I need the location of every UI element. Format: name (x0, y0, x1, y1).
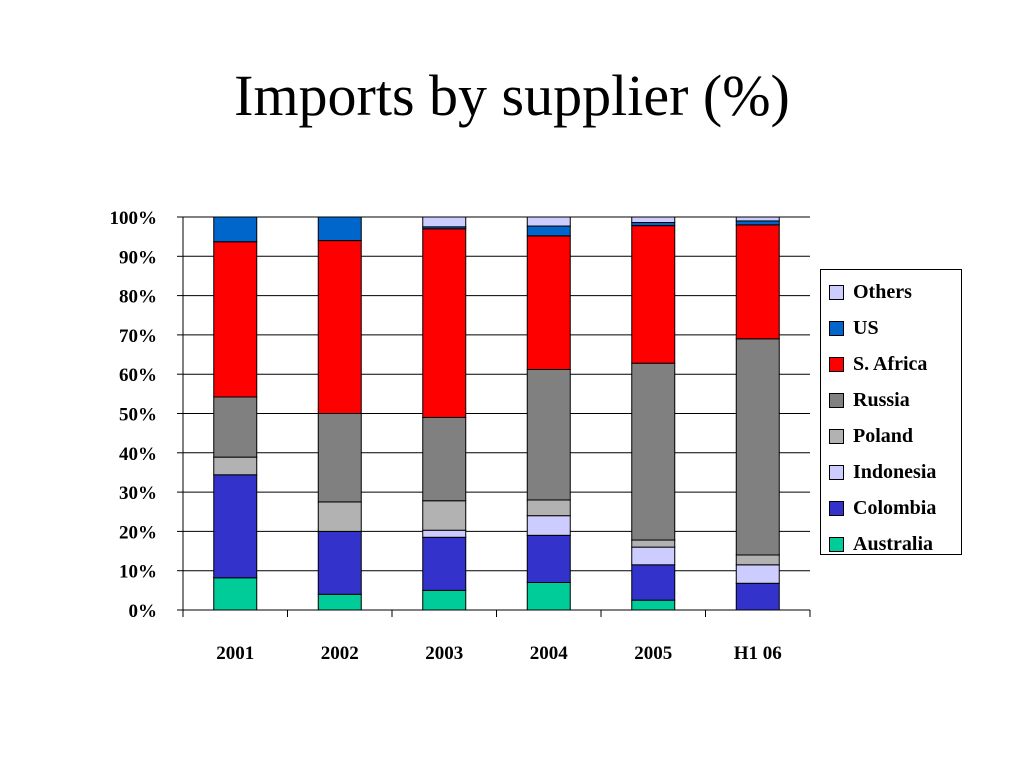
y-tick-label: 50% (119, 405, 157, 426)
bar-segment (422, 416, 467, 502)
legend-swatch (829, 536, 844, 552)
legend-item: Colombia (829, 496, 936, 520)
bar-segment (526, 368, 571, 501)
bar-segment (631, 539, 676, 548)
bar-segment (631, 225, 676, 364)
legend-item: Australia (829, 532, 933, 556)
bar-segment (631, 546, 676, 566)
bar-segment (213, 241, 258, 398)
bar-segment (422, 216, 467, 228)
legend-label: S. Africa (853, 352, 928, 375)
chart-legend: Others US S. Africa Russia Poland Indonesia Co… (820, 269, 962, 555)
y-tick-label: 90% (119, 247, 157, 268)
bar-segment (735, 582, 780, 611)
bar-segment (735, 216, 780, 222)
bar-segment (213, 577, 258, 611)
legend-label: Indonesia (853, 460, 937, 483)
x-tick-label: 2005 (634, 643, 672, 664)
bar-segment (422, 529, 467, 538)
bar-segment (526, 581, 571, 611)
x-tick-label: 2002 (321, 643, 359, 664)
y-tick-label: 10% (119, 562, 157, 583)
bar-segment (735, 554, 780, 566)
bar-segment (631, 216, 676, 224)
bar-segment (317, 240, 362, 414)
y-tick-label: 30% (119, 483, 157, 504)
y-tick-label: 0% (129, 601, 158, 622)
bar-segment (735, 224, 780, 340)
legend-item: Russia (829, 388, 910, 412)
bar-segment (422, 500, 467, 531)
legend-item: US (829, 316, 879, 340)
x-tick-label: 2004 (530, 643, 569, 664)
bar-segment (213, 474, 258, 579)
bar-segment (422, 228, 467, 418)
bar-segment (526, 216, 571, 227)
bar-segment (526, 225, 571, 237)
legend-label: US (853, 316, 879, 339)
y-tick-label: 40% (119, 444, 157, 465)
y-tick-label: 20% (119, 522, 157, 543)
legend-swatch (829, 464, 844, 480)
tick-labels: 0% 10% 20% 30% 40% 50% 60% 70% 80% 90% 100% 2001 200… (110, 208, 782, 664)
legend-item: Others (829, 280, 912, 304)
slide-title: Imports by supplier (%) (234, 63, 790, 128)
bar-segment (422, 589, 467, 611)
bar-segment (735, 220, 780, 226)
legend-item: S. Africa (829, 352, 927, 376)
legend-label: Russia (853, 388, 910, 411)
gridlines (183, 216, 810, 572)
bar-segment (526, 534, 571, 583)
bar-segment (422, 536, 467, 591)
bar-segment (526, 515, 571, 536)
y-tick-label: 80% (119, 287, 157, 308)
axes (177, 216, 811, 617)
legend-label: Poland (853, 424, 914, 447)
legend-item: Indonesia (829, 460, 936, 484)
bar-segment (631, 599, 676, 611)
bar-segment (526, 235, 571, 370)
legend-swatch (829, 284, 844, 300)
bar-segment (317, 413, 362, 503)
bar-segment (317, 530, 362, 595)
bars (213, 216, 780, 611)
y-tick-label: 60% (119, 365, 157, 386)
legend-label: Others (853, 280, 912, 303)
bar-segment (317, 593, 362, 611)
bar-segment (631, 564, 676, 601)
bar-segment (317, 216, 362, 242)
bar-segment (213, 216, 258, 243)
bar-segment (213, 396, 258, 458)
legend-swatch (829, 392, 844, 408)
bar-segment (631, 362, 676, 541)
bar-segment (735, 564, 780, 584)
y-tick-label: 100% (110, 208, 158, 229)
y-tick-label: 70% (119, 326, 157, 347)
legend-swatch (829, 356, 844, 372)
x-tick-label: 2001 (216, 643, 254, 664)
legend-label: Colombia (853, 496, 937, 519)
bar-segment (317, 501, 362, 532)
legend-item: Poland (829, 424, 913, 448)
bar-segment (735, 338, 780, 556)
x-tick-label: H1 06 (734, 643, 782, 664)
legend-swatch (829, 320, 844, 336)
legend-label: Australia (853, 532, 933, 555)
bar-segment (213, 456, 258, 476)
bar-segment (526, 499, 571, 517)
legend-swatch (829, 500, 844, 516)
x-tick-label: 2003 (425, 643, 463, 664)
legend-swatch (829, 428, 844, 444)
